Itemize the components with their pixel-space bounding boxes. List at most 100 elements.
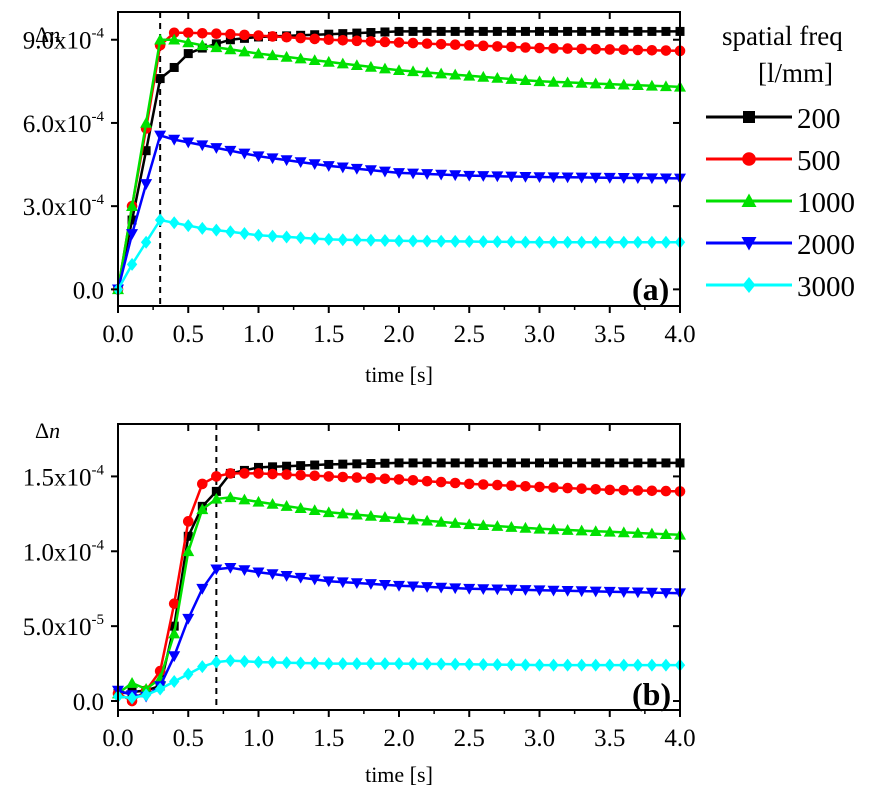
x-tick-label: 1.0 bbox=[243, 725, 274, 752]
data-point bbox=[366, 459, 376, 469]
data-point bbox=[449, 583, 462, 595]
data-point bbox=[548, 482, 559, 493]
data-point bbox=[253, 655, 264, 669]
data-point bbox=[225, 654, 236, 668]
data-point bbox=[182, 516, 194, 527]
legend-label: 200 bbox=[797, 103, 841, 135]
data-point bbox=[576, 43, 587, 55]
y-tick-label: 5.0x10-5 bbox=[23, 612, 104, 641]
y-tick-label: 3.0x10-4 bbox=[23, 192, 105, 221]
data-point bbox=[337, 34, 349, 46]
data-point bbox=[661, 26, 671, 36]
data-point bbox=[168, 627, 181, 639]
data-point bbox=[210, 143, 223, 154]
data-point bbox=[463, 583, 476, 595]
y-tick-label: 9.0x10-4 bbox=[23, 26, 105, 55]
data-point bbox=[310, 460, 320, 470]
data-point bbox=[478, 235, 489, 249]
data-point bbox=[435, 657, 447, 671]
data-point bbox=[281, 469, 292, 480]
data-point bbox=[563, 458, 573, 468]
x-tick-label: 0.5 bbox=[173, 321, 204, 348]
data-point bbox=[365, 657, 377, 671]
data-point bbox=[631, 173, 644, 184]
data-point bbox=[266, 49, 279, 61]
data-point bbox=[561, 172, 574, 184]
data-point bbox=[378, 511, 391, 522]
data-point bbox=[197, 660, 208, 674]
data-point bbox=[210, 41, 223, 53]
panel-label: (a) bbox=[632, 271, 669, 307]
data-point bbox=[266, 497, 279, 509]
data-point bbox=[492, 41, 503, 52]
data-point bbox=[590, 658, 601, 672]
data-point bbox=[589, 525, 602, 537]
data-point bbox=[575, 524, 588, 536]
x-tick-label: 0.0 bbox=[102, 321, 133, 348]
data-point bbox=[492, 26, 502, 36]
data-point bbox=[169, 216, 180, 230]
data-point bbox=[254, 462, 263, 472]
data-point bbox=[224, 491, 237, 503]
data-point bbox=[632, 235, 644, 249]
data-point bbox=[491, 171, 504, 183]
data-point bbox=[252, 495, 265, 507]
data-point bbox=[549, 458, 559, 468]
data-point bbox=[492, 658, 503, 672]
data-point bbox=[337, 233, 348, 247]
x-tick-label: 3.0 bbox=[524, 725, 555, 752]
data-point bbox=[364, 509, 377, 521]
data-point bbox=[435, 234, 447, 248]
data-point bbox=[646, 485, 658, 497]
data-point bbox=[407, 657, 419, 671]
data-point bbox=[211, 655, 222, 669]
data-point bbox=[308, 504, 321, 516]
data-point bbox=[351, 35, 363, 47]
data-point bbox=[183, 49, 193, 59]
data-point bbox=[196, 583, 209, 595]
data-point bbox=[547, 75, 560, 87]
data-point bbox=[463, 170, 476, 182]
data-point bbox=[449, 39, 461, 51]
data-point bbox=[421, 38, 433, 49]
data-point bbox=[491, 584, 504, 596]
data-point bbox=[548, 43, 559, 54]
data-point bbox=[338, 459, 348, 469]
data-point bbox=[225, 468, 236, 479]
data-point bbox=[618, 235, 629, 249]
data-point bbox=[252, 567, 265, 579]
data-point bbox=[646, 658, 658, 672]
data-point bbox=[196, 503, 209, 515]
data-point bbox=[224, 145, 237, 157]
data-point bbox=[603, 586, 616, 598]
data-point bbox=[196, 39, 209, 51]
data-point bbox=[323, 34, 335, 46]
data-point bbox=[352, 28, 362, 38]
data-point bbox=[549, 26, 559, 36]
data-point bbox=[282, 461, 292, 471]
data-point bbox=[365, 233, 377, 247]
series-3000 bbox=[112, 213, 686, 296]
x-tick-label: 4.0 bbox=[664, 321, 695, 348]
data-point bbox=[647, 458, 657, 468]
data-point bbox=[660, 485, 672, 497]
data-point bbox=[519, 171, 532, 183]
data-point bbox=[561, 524, 574, 535]
data-point bbox=[309, 470, 321, 482]
data-point bbox=[604, 235, 615, 249]
data-point bbox=[618, 484, 630, 496]
series-line-1000 bbox=[116, 38, 681, 290]
data-point bbox=[182, 36, 195, 48]
data-point bbox=[603, 78, 616, 89]
data-point bbox=[561, 76, 574, 88]
data-point bbox=[603, 525, 616, 537]
data-point bbox=[506, 41, 517, 53]
data-point bbox=[631, 527, 644, 538]
data-point bbox=[168, 33, 181, 45]
data-point bbox=[126, 691, 138, 705]
data-point bbox=[422, 458, 432, 468]
data-point bbox=[168, 651, 181, 663]
data-point bbox=[267, 229, 278, 243]
data-point bbox=[338, 29, 348, 39]
